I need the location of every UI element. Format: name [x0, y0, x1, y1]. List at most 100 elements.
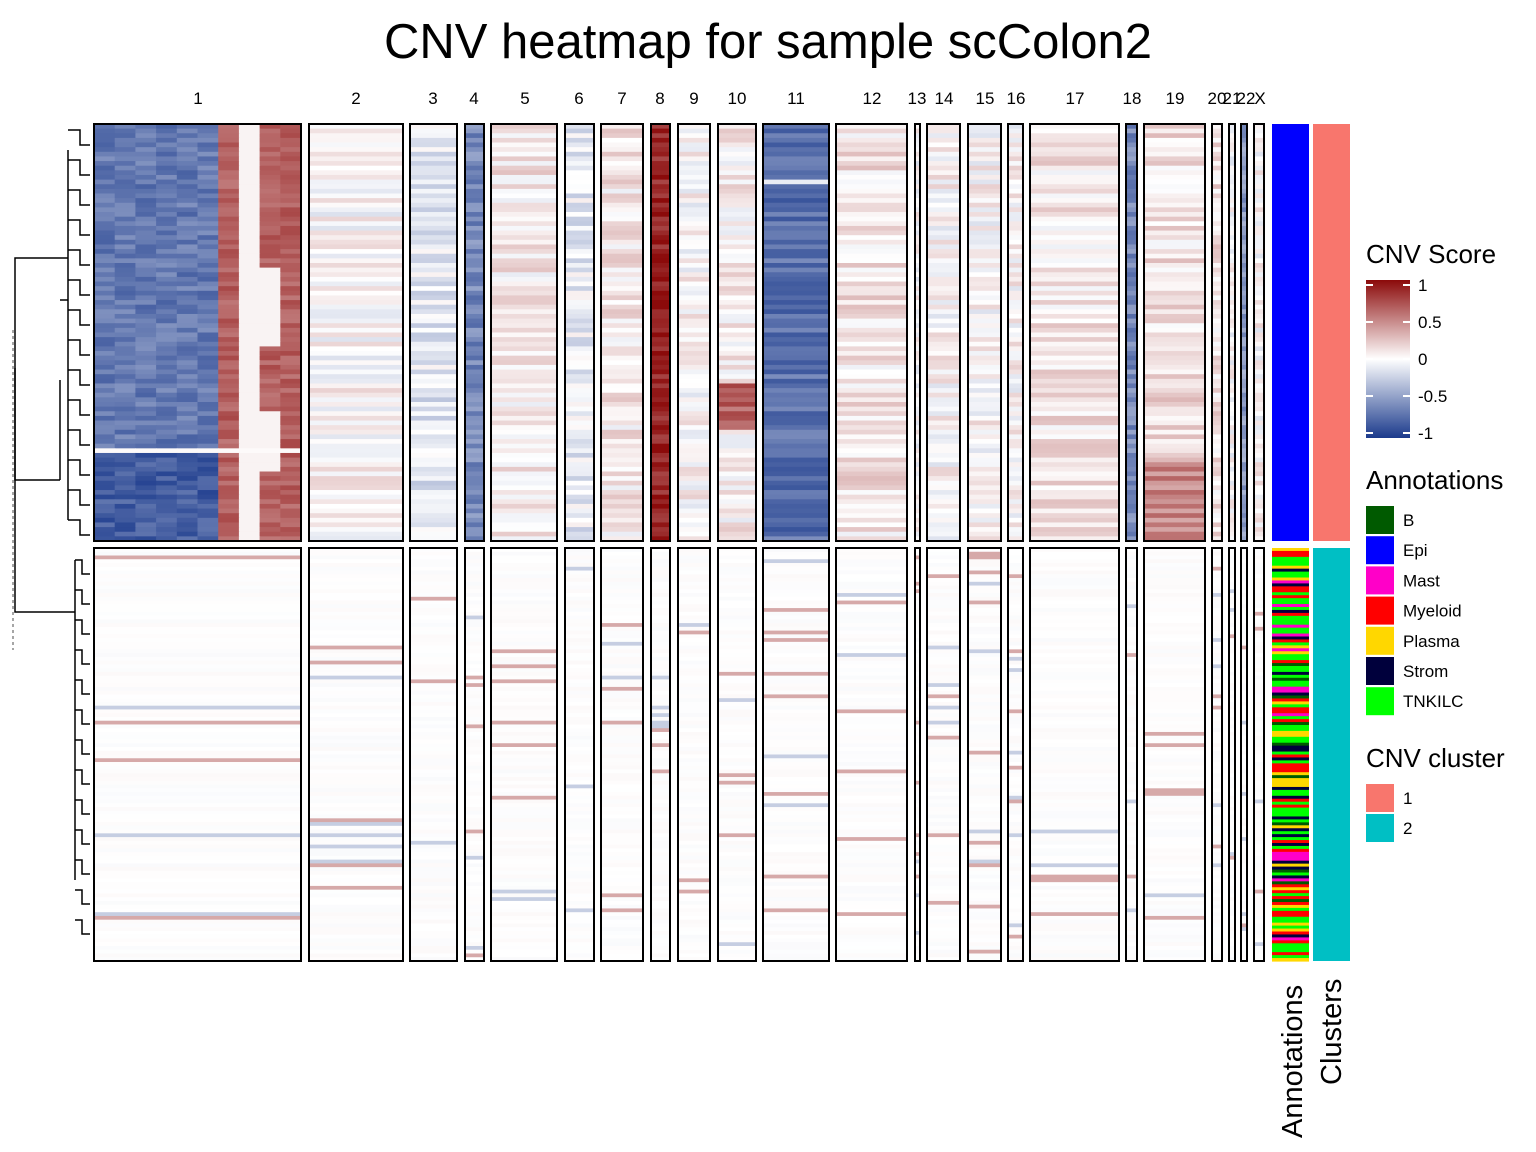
heatmap-cell	[410, 147, 457, 153]
heatmap-cell	[718, 668, 756, 673]
heatmap-cell	[465, 724, 484, 729]
heatmap-cell	[836, 225, 907, 232]
heatmap-cell	[135, 485, 157, 491]
heatmap-cell	[1144, 720, 1205, 726]
heatmap-cell	[135, 304, 157, 310]
heatmap-cell	[280, 179, 302, 185]
heatmap-cell	[927, 912, 960, 917]
heatmap-cell	[94, 596, 301, 602]
heatmap-cell	[309, 555, 403, 560]
heatmap-cell	[718, 425, 756, 431]
heatmap-cell	[1030, 346, 1119, 352]
heatmap-cell	[176, 323, 199, 329]
heatmap-cell	[927, 466, 960, 473]
heatmap-cell	[651, 694, 670, 699]
heatmap-cell	[94, 683, 301, 688]
heatmap-cell	[1030, 443, 1119, 449]
heatmap-cell	[1212, 930, 1222, 936]
heatmap-cell	[1144, 671, 1205, 677]
heatmap-cell	[1126, 919, 1137, 925]
heatmap-cell	[238, 374, 261, 380]
heatmap-cell	[651, 953, 670, 958]
heatmap-cell	[1144, 611, 1205, 617]
heatmap-cell	[678, 137, 710, 144]
heatmap-cell	[280, 527, 302, 533]
heatmap-cell	[565, 807, 594, 812]
heatmap-cell	[410, 833, 457, 838]
heatmap-cell	[135, 258, 157, 264]
heatmap-cell	[309, 683, 403, 688]
heatmap-cell	[836, 346, 907, 352]
heatmap-cell	[238, 397, 261, 403]
heatmap-cell	[1144, 623, 1205, 628]
heatmap-cell	[915, 517, 920, 524]
heatmap-cell	[176, 355, 199, 361]
heatmap-cell	[491, 675, 557, 681]
heatmap-cell	[1126, 137, 1137, 144]
heatmap-cell	[836, 272, 907, 278]
heatmap-cell	[1212, 536, 1222, 542]
heatmap-cell	[491, 915, 557, 921]
heatmap-cell	[1229, 304, 1235, 310]
heatmap-cell	[763, 581, 829, 587]
heatmap-cell	[259, 313, 281, 320]
heatmap-cell	[927, 443, 960, 449]
heatmap-cell	[565, 351, 594, 357]
heatmap-cell	[678, 641, 710, 647]
heatmap-panel-chr-12-cluster-2	[835, 547, 908, 962]
heatmap-cell	[836, 448, 907, 454]
heatmap-cell	[565, 675, 594, 681]
heatmap-cell	[491, 660, 557, 665]
heatmap-cell	[94, 679, 301, 684]
heatmap-cell	[1126, 490, 1137, 496]
heatmap-cell	[259, 239, 281, 246]
heatmap-cell	[1030, 137, 1119, 144]
heatmap-cell	[927, 683, 960, 688]
heatmap-cell	[927, 221, 960, 227]
heatmap-cell	[1008, 709, 1023, 714]
heatmap-cell	[410, 499, 457, 505]
heatmap-cell	[718, 202, 756, 208]
heatmap-cell	[156, 128, 178, 134]
heatmap-cell	[1212, 151, 1222, 158]
heatmap-cell	[114, 402, 136, 408]
heatmap-cell	[915, 900, 920, 906]
heatmap-cell	[763, 679, 829, 684]
heatmap-cell	[491, 341, 557, 347]
heatmap-cell	[135, 499, 157, 505]
heatmap-cell	[1144, 746, 1205, 752]
heatmap-cell	[114, 244, 136, 250]
heatmap-cell	[218, 156, 240, 162]
heatmap-cell	[259, 161, 281, 167]
heatmap-cell	[1144, 225, 1205, 232]
heatmap-cell	[1212, 531, 1222, 537]
heatmap-cell	[968, 957, 1001, 962]
heatmap-cell	[678, 660, 710, 665]
heatmap-cell	[94, 686, 301, 692]
heatmap-cell	[309, 448, 403, 454]
heatmap-cell	[1144, 653, 1205, 658]
heatmap-cell	[218, 462, 240, 468]
heatmap-cell	[114, 527, 136, 533]
heatmap-cell	[927, 578, 960, 583]
heatmap-cell	[114, 355, 136, 361]
heatmap-cell	[309, 814, 403, 819]
heatmap-cell	[915, 184, 920, 190]
heatmap-cell	[309, 383, 403, 389]
heatmap-cell	[1030, 128, 1119, 134]
heatmap-cell	[565, 346, 594, 352]
heatmap-cell	[718, 803, 756, 808]
heatmap-cell	[218, 202, 240, 208]
heatmap-cell	[1008, 527, 1023, 533]
heatmap-cell	[259, 466, 281, 473]
heatmap-cell	[915, 750, 920, 756]
heatmap-cell	[678, 634, 710, 639]
heatmap-cell	[410, 527, 457, 533]
heatmap-cell	[927, 731, 960, 737]
heatmap-cell	[491, 792, 557, 797]
heatmap-cell	[1144, 777, 1205, 782]
heatmap-cell	[465, 551, 484, 557]
heatmap-cell	[1126, 653, 1137, 658]
heatmap-cell	[1008, 142, 1023, 148]
heatmap-cell	[1030, 735, 1119, 741]
